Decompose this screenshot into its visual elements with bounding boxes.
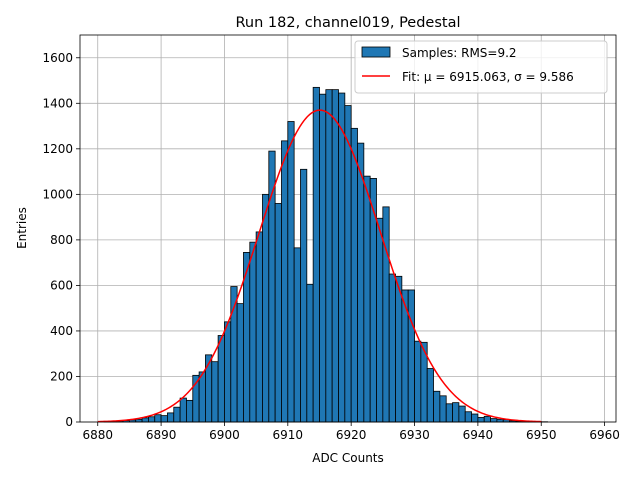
histogram-bar — [407, 289, 415, 423]
y-tick-label: 800 — [50, 233, 73, 247]
histogram-bar — [249, 241, 257, 423]
y-tick-label: 200 — [50, 369, 73, 383]
histogram-bar — [471, 413, 479, 423]
x-axis-ticks: 6880 6890 6900 6910 6920 6930 6940 6950 6960 — [82, 422, 620, 442]
y-axis-ticks: 0 200 400 600 800 1000 1200 1400 1600 — [42, 51, 80, 429]
histogram-bar — [306, 283, 314, 423]
histogram-bar — [395, 275, 403, 423]
histogram-bar — [173, 406, 181, 423]
histogram-bar — [154, 414, 162, 423]
histogram-bar — [325, 89, 333, 423]
fit-curve-layer — [97, 109, 542, 423]
x-tick-label: 6880 — [82, 428, 113, 442]
x-tick-label: 6910 — [273, 428, 304, 442]
legend: Samples: RMS=9.2 Fit: μ = 6915.063, σ = … — [354, 40, 608, 94]
histogram-bar — [262, 193, 270, 423]
y-tick-label: 0 — [65, 415, 73, 429]
legend-swatch-samples — [361, 46, 391, 58]
histogram-bar — [198, 371, 206, 423]
histogram-bar — [376, 217, 384, 423]
histogram-bar — [483, 415, 491, 423]
y-tick-label: 600 — [50, 278, 73, 292]
histogram-bar — [135, 418, 143, 423]
y-axis-label: Entries — [15, 207, 29, 249]
fit-curve — [97, 109, 542, 423]
histogram-bar — [490, 418, 498, 423]
histogram-bar — [350, 127, 358, 423]
legend-label-fit: Fit: μ = 6915.063, σ = 9.586 — [402, 70, 574, 84]
histogram-bar — [414, 340, 422, 423]
histogram-bar — [382, 206, 390, 423]
histogram-bar — [458, 405, 466, 423]
histogram-bars — [103, 86, 548, 423]
histogram-bar — [300, 168, 308, 423]
chart-title: Run 182, channel019, Pedestal — [235, 15, 460, 31]
histogram-bar — [287, 121, 295, 423]
y-tick-label: 1000 — [42, 187, 73, 201]
histogram-bar — [186, 399, 194, 423]
legend-label-samples: Samples: RMS=9.2 — [402, 46, 517, 60]
histogram-bar — [224, 321, 232, 423]
histogram-bar — [274, 203, 282, 423]
histogram-bar — [179, 397, 187, 423]
x-tick-label: 6960 — [589, 428, 620, 442]
histogram-bar — [445, 403, 453, 423]
histogram-bar — [338, 92, 346, 423]
histogram-bar — [319, 93, 327, 423]
histogram-bar — [477, 417, 485, 423]
histogram-bar — [363, 175, 371, 423]
histogram-bar — [167, 412, 175, 423]
histogram-bar — [331, 89, 339, 423]
x-tick-label: 6900 — [209, 428, 240, 442]
histogram-bar — [464, 411, 472, 423]
x-tick-label: 6950 — [526, 428, 557, 442]
histogram-bar — [426, 368, 434, 423]
histogram-bar — [433, 390, 441, 423]
histogram-bar — [217, 335, 225, 423]
histogram-bar — [496, 418, 504, 423]
histogram-bar — [293, 247, 301, 423]
histogram-bar — [388, 273, 396, 423]
x-tick-label: 6920 — [336, 428, 367, 442]
x-axis-label: ADC Counts — [312, 451, 384, 465]
histogram-bar — [255, 231, 263, 423]
y-tick-label: 1400 — [42, 96, 73, 110]
histogram-bar — [160, 415, 168, 423]
histogram-bar — [236, 303, 244, 423]
histogram-bar — [312, 86, 320, 423]
histogram-bar — [357, 142, 365, 423]
histogram-bar — [141, 417, 149, 423]
histogram-bar — [344, 105, 352, 423]
legend-box — [354, 40, 608, 94]
x-tick-label: 6940 — [463, 428, 494, 442]
x-tick-label: 6890 — [146, 428, 177, 442]
x-tick-label: 6930 — [399, 428, 430, 442]
histogram-bar — [281, 140, 289, 423]
y-tick-label: 1600 — [42, 51, 73, 65]
histogram-bar — [211, 361, 219, 423]
histogram-bar — [439, 395, 447, 423]
y-tick-label: 1200 — [42, 142, 73, 156]
histogram-bar — [148, 416, 156, 423]
y-tick-label: 400 — [50, 324, 73, 338]
plot-area-frame — [79, 34, 617, 423]
histogram-bar — [452, 402, 460, 423]
